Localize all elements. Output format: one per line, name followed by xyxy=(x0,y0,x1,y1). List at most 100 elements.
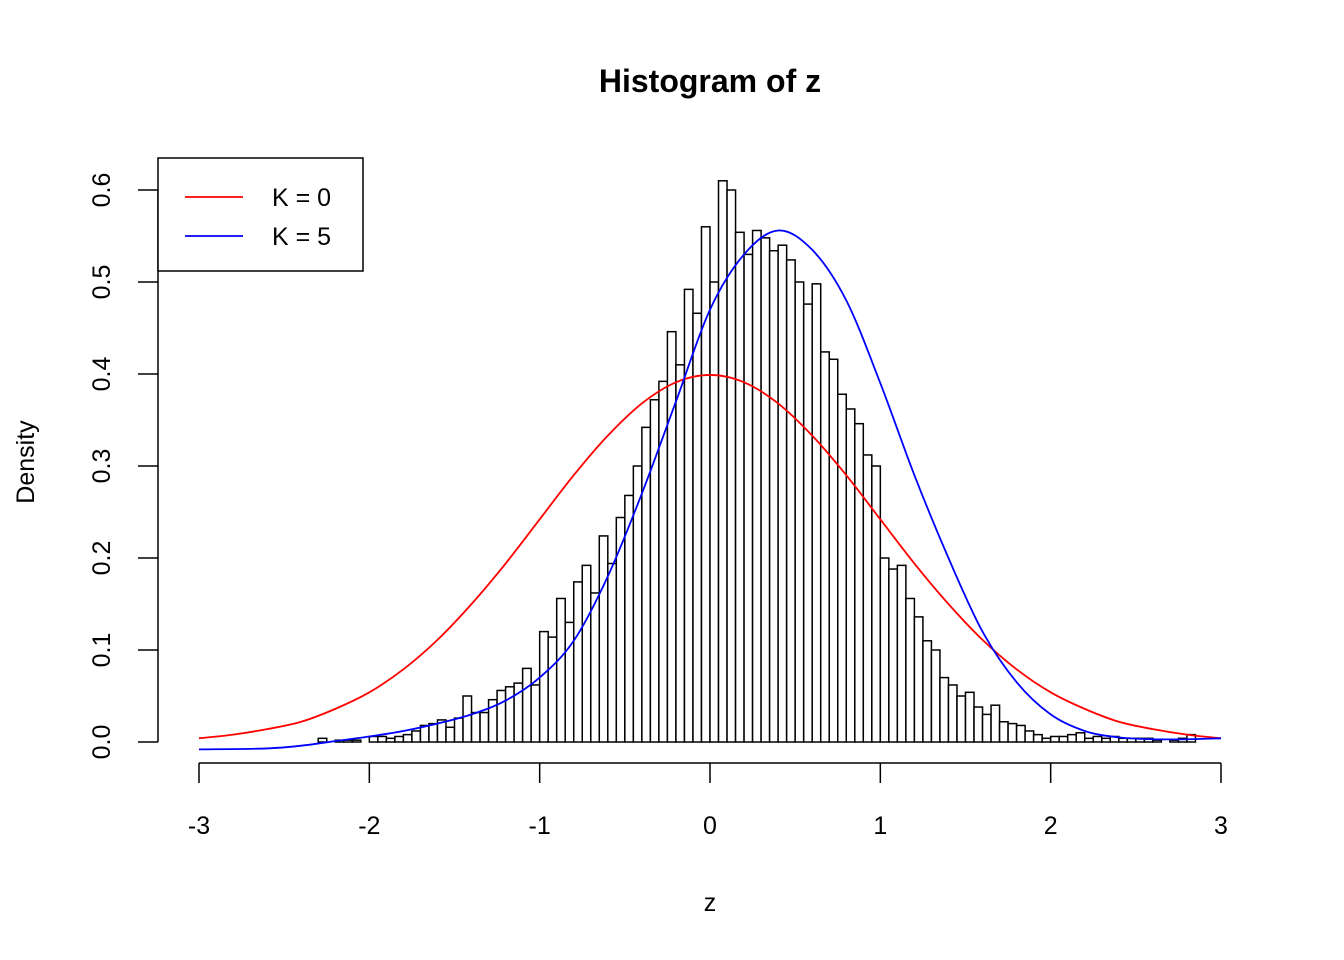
histogram-bar xyxy=(751,229,762,743)
histogram-bar xyxy=(317,737,328,743)
histogram-bar xyxy=(794,281,805,743)
histogram-bar xyxy=(530,684,541,743)
histogram-bar xyxy=(828,358,839,743)
histogram-bar xyxy=(1058,735,1069,743)
legend-box xyxy=(157,157,364,272)
histogram-bar xyxy=(462,695,473,743)
histogram-bar xyxy=(811,283,822,743)
histogram-bar xyxy=(675,364,686,743)
histogram-bar xyxy=(445,726,456,743)
histogram-bar xyxy=(768,249,779,743)
histogram-bar xyxy=(607,562,618,743)
histogram-bar xyxy=(572,581,584,743)
histogram-bar xyxy=(1092,735,1103,743)
chart-title: Histogram of z xyxy=(599,63,821,99)
histogram-bar xyxy=(709,281,720,743)
histogram-bar xyxy=(394,735,405,743)
histogram-bar xyxy=(819,351,830,743)
histogram-bar xyxy=(564,621,575,743)
histogram-bar xyxy=(1169,739,1180,743)
histogram-bar xyxy=(1007,722,1018,743)
histogram-bar xyxy=(922,640,933,743)
histogram-bar xyxy=(692,312,703,743)
histogram-bar xyxy=(888,568,899,743)
histogram-bar xyxy=(700,226,711,743)
legend: K = 0 K = 5 xyxy=(157,157,364,272)
histogram-bar xyxy=(871,465,882,743)
histogram-bar xyxy=(1101,737,1112,743)
histogram-bar xyxy=(1015,724,1026,743)
histogram-bars xyxy=(317,180,1197,743)
x-tick-label: 1 xyxy=(873,812,887,840)
y-tick-label: 0.0 xyxy=(88,725,116,760)
histogram-bar xyxy=(837,393,848,743)
x-tick-label: -2 xyxy=(358,812,380,840)
histogram-bar xyxy=(1032,733,1043,743)
y-axis: 0.0 0.1 0.2 0.3 0.4 0.5 0.6 xyxy=(88,173,159,760)
histogram-bar xyxy=(802,303,813,743)
histogram-bar xyxy=(666,330,677,743)
histogram-bar xyxy=(1066,733,1077,743)
histogram-bar xyxy=(1049,735,1060,743)
x-tick-label: 2 xyxy=(1044,812,1058,840)
histogram-bar xyxy=(547,636,558,743)
histogram-bar xyxy=(973,706,984,743)
histogram-bar xyxy=(1083,737,1094,743)
histogram-bar xyxy=(905,597,916,743)
density-curves xyxy=(198,229,1222,751)
legend-label-k0: K = 0 xyxy=(272,184,331,212)
histogram-bar xyxy=(615,516,626,743)
histogram-bar xyxy=(964,691,975,743)
y-tick-label: 0.4 xyxy=(88,357,116,392)
histogram-bar xyxy=(1024,730,1035,743)
histogram-bar xyxy=(504,686,515,743)
histogram-bar xyxy=(956,695,967,743)
histogram-bar xyxy=(854,422,865,743)
histogram-bar xyxy=(947,684,958,743)
histogram-bar xyxy=(521,667,532,743)
histogram-bar xyxy=(1041,737,1052,743)
histogram-bar xyxy=(777,244,788,743)
x-tick-label: -3 xyxy=(188,812,210,840)
histogram-bar xyxy=(598,535,609,743)
x-tick-label: -1 xyxy=(529,812,551,840)
histogram-bar xyxy=(590,592,601,743)
histogram-bar xyxy=(939,676,950,743)
histogram-bar xyxy=(743,253,754,743)
histogram-bar xyxy=(479,711,490,743)
y-axis-label: Density xyxy=(12,420,40,504)
x-axis-label: z xyxy=(704,889,717,917)
histogram-bar xyxy=(785,259,796,743)
histogram-bar xyxy=(930,649,941,743)
density-curve-k0 xyxy=(198,374,1222,740)
y-tick-label: 0.1 xyxy=(88,633,116,668)
histogram-bar xyxy=(998,721,1009,743)
y-tick-label: 0.3 xyxy=(88,449,116,484)
histogram-bar xyxy=(760,237,771,743)
x-tick-label: 3 xyxy=(1214,812,1228,840)
histogram-bar xyxy=(385,737,396,743)
histogram-bar xyxy=(981,713,992,743)
histogram-bar xyxy=(913,616,924,743)
histogram-bar xyxy=(896,564,907,743)
histogram-bar xyxy=(428,722,439,743)
histogram-bar xyxy=(351,739,362,743)
histogram-bar xyxy=(470,711,481,743)
histogram-bar xyxy=(717,180,728,743)
histogram-bar xyxy=(368,735,379,743)
histogram-bar xyxy=(402,733,413,743)
x-tick-label: 0 xyxy=(703,812,717,840)
histogram-bar xyxy=(1075,732,1086,743)
y-tick-label: 0.6 xyxy=(88,173,116,208)
histogram-bar xyxy=(879,557,890,743)
x-axis: -3 -2 -1 0 1 2 3 xyxy=(188,762,1228,840)
histogram-bar xyxy=(538,630,549,743)
histogram-bar xyxy=(845,408,856,743)
histogram-bar xyxy=(411,730,422,743)
histogram-bar xyxy=(555,597,566,743)
histogram-bar xyxy=(734,231,745,743)
histogram-bar xyxy=(581,564,592,743)
histogram-bar xyxy=(377,735,388,743)
histogram-bar xyxy=(990,704,1001,743)
